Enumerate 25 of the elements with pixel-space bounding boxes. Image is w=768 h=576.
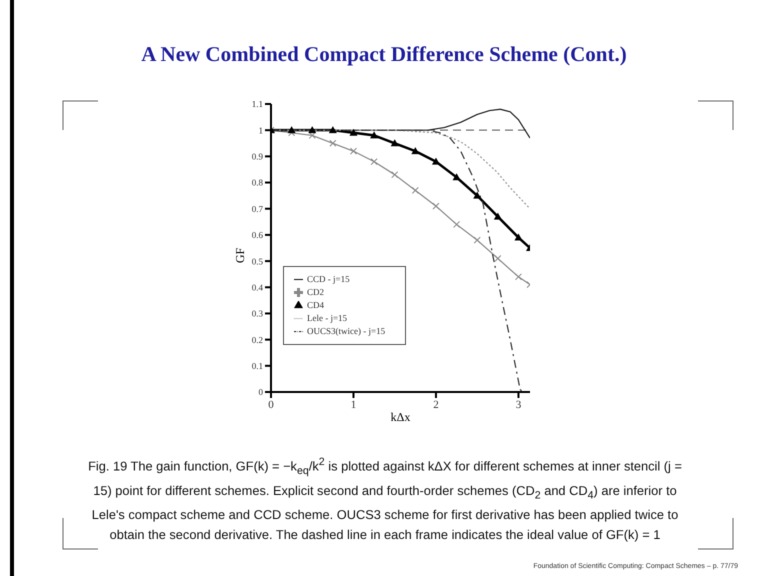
y-tick-label: 0.2 bbox=[252, 334, 263, 345]
chart-title: A New Combined Compact Difference Scheme (Cont.) bbox=[140, 42, 628, 67]
x-tick-label: 3 bbox=[516, 398, 522, 411]
y-tick-label: 0 bbox=[258, 387, 264, 398]
x-tick-label: 1 bbox=[350, 398, 356, 411]
y-tick-label: 0.3 bbox=[252, 308, 264, 319]
y-tick-label: 0.9 bbox=[252, 152, 264, 162]
x-tick-label: 0 bbox=[268, 398, 274, 411]
y-axis-title: GF bbox=[233, 248, 248, 264]
y-tick-label: 0.4 bbox=[252, 282, 264, 292]
y-tick-label: 0.1 bbox=[252, 361, 263, 372]
legend-label: OUCS3(twice) - j=15 bbox=[307, 326, 386, 336]
text: Fig. 19 The gain function, GF(k) = −k$_{eq}$/k$^{2}$ is plotted against kΔX for different schemes at inner stencil (j = 15) point for different schemes. Explicit second and fourth-order schemes (CD$_{2}$ and CD$_{4}$) are inferior to Lele's compact scheme and CCD scheme. OUCS3 scheme for first derivative has been applied twice to obtain the second derivative. The dashed line in each frame indicates the ideal value of GF(k) = 1 bbox=[88, 456, 682, 542]
y-tick-label: 0.5 bbox=[252, 256, 264, 266]
legend-label: CCD - j=15 bbox=[307, 274, 350, 284]
legend-label: CD4 bbox=[307, 300, 324, 310]
x-tick-label: 2 bbox=[433, 398, 439, 411]
x-axis-title: kΔx bbox=[390, 410, 412, 425]
legend-label: Lele - j=15 bbox=[307, 313, 348, 323]
y-tick-label: 1.1 bbox=[252, 99, 263, 110]
legend-label: CD2 bbox=[307, 287, 324, 297]
y-tick-label: 0.6 bbox=[252, 230, 264, 240]
y-tick-label: 0.8 bbox=[252, 178, 264, 188]
y-tick-label: 0.7 bbox=[252, 204, 264, 214]
y-tick-label: 1 bbox=[258, 125, 263, 136]
